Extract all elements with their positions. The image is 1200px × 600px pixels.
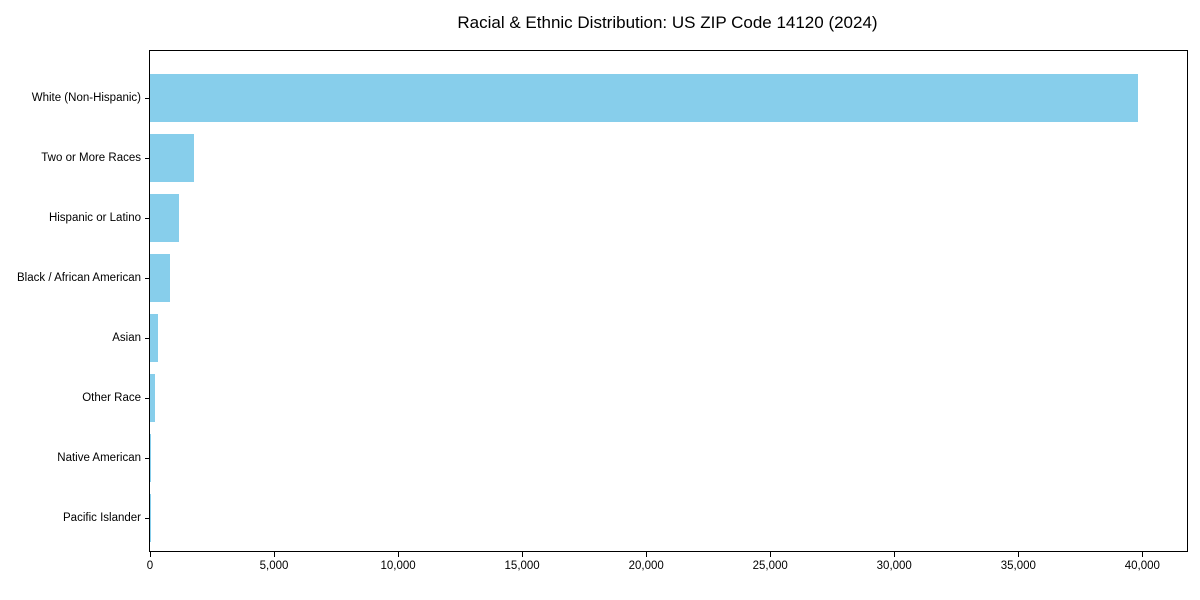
y-axis-label-other-race: Other Race [82, 392, 141, 404]
x-axis-tick-label: 5,000 [259, 560, 289, 572]
plot-area: White (Non-Hispanic) Two or More Races His… [17, 50, 1188, 572]
bar-two-or-more-races [150, 134, 194, 182]
y-axis-label-pacific-islander: Pacific Islander [63, 512, 141, 524]
y-axis-tick [145, 218, 150, 219]
y-axis-label-white-non-hispanic: White (Non-Hispanic) [31, 92, 141, 104]
x-axis-tick [1018, 551, 1020, 557]
x-axis-tick-label: 35,000 [1000, 560, 1036, 572]
x-axis-tick-label: 15,000 [504, 560, 540, 572]
bar-asian [150, 314, 159, 362]
y-axis-tick [145, 98, 150, 99]
x-axis-tick [1142, 551, 1144, 557]
y-axis-tick [145, 398, 150, 399]
x-axis-tick-label: 25,000 [752, 560, 788, 572]
y-axis-tick [145, 278, 150, 279]
bar-white-non-hispanic [150, 74, 1139, 122]
x-axis-tick [770, 551, 772, 557]
bar-other-race [150, 374, 156, 422]
y-axis-tick [145, 518, 150, 519]
x-axis-tick-label: 0 [146, 560, 154, 572]
x-axis-tick [522, 551, 524, 557]
x-axis-tick [398, 551, 400, 557]
x-axis-tick [274, 551, 276, 557]
bar-native-american [150, 434, 151, 482]
x-axis-tick [646, 551, 648, 557]
y-axis-label-hispanic-or-latino: Hispanic or Latino [48, 212, 141, 224]
x-axis-tick-label: 20,000 [628, 560, 664, 572]
x-axis-tick-label: 40,000 [1124, 560, 1160, 572]
y-axis-label-asian: Asian [112, 332, 141, 344]
chart-title: Racial & Ethnic Distribution: US ZIP Cod… [457, 13, 878, 32]
x-axis-tick [150, 551, 151, 557]
y-axis-tick [145, 338, 150, 339]
y-axis-tick [145, 158, 150, 159]
x-axis-tick-label: 30,000 [876, 560, 912, 572]
y-axis-label-two-or-more-races: Two or More Races [41, 152, 141, 164]
y-axis-label-native-american: Native American [57, 452, 141, 464]
x-axis-tick [894, 551, 896, 557]
y-axis-label-black-african-american: Black / African American [17, 272, 141, 284]
bar-black-african-american [150, 254, 171, 302]
bar-hispanic-or-latino [150, 194, 179, 242]
x-axis-tick-label: 10,000 [380, 560, 416, 572]
y-axis-tick [145, 458, 150, 459]
